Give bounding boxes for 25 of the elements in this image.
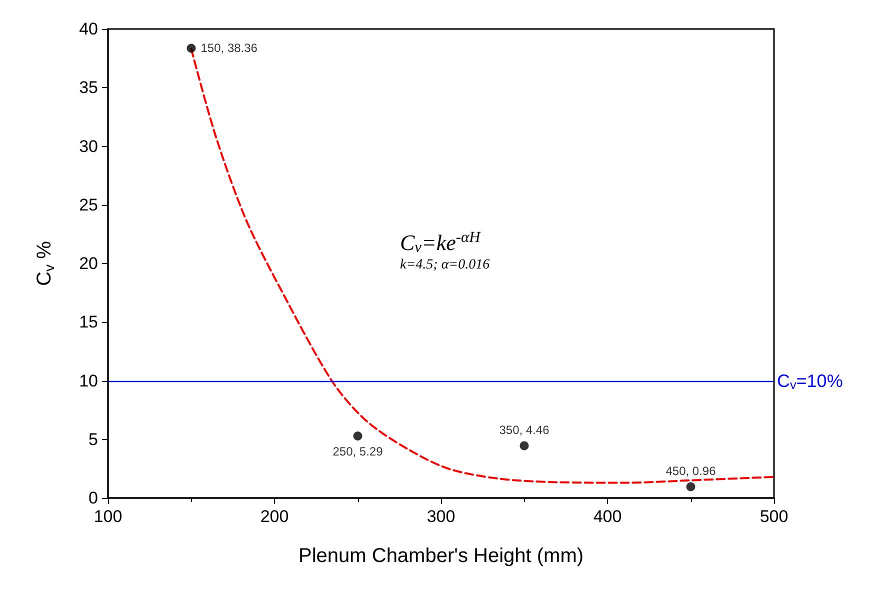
y-tick-label: 25 bbox=[79, 195, 98, 214]
y-tick-label: 20 bbox=[79, 254, 98, 273]
data-label: 150, 38.36 bbox=[200, 41, 258, 56]
data-label: 350, 4.46 bbox=[499, 423, 550, 438]
point bbox=[520, 441, 529, 450]
y-tick-label: 30 bbox=[79, 136, 98, 156]
x-tick-label: 100 bbox=[94, 507, 122, 526]
y-tick-label: 0 bbox=[88, 488, 98, 508]
data-label: 250, 5.29 bbox=[332, 444, 384, 458]
x-tick-label: 200 bbox=[260, 507, 289, 526]
x-axis-title: Plenum Chamber's Height (mm) bbox=[298, 545, 584, 567]
y-tick-label: 40 bbox=[79, 20, 98, 38]
x-tick-label: 400 bbox=[593, 507, 622, 526]
x-tick-label: 500 bbox=[760, 507, 788, 526]
point bbox=[353, 431, 362, 440]
x-tick-label: 300 bbox=[426, 507, 456, 526]
y-tick-label: 5 bbox=[88, 430, 98, 449]
y-tick-label: 10 bbox=[79, 371, 98, 390]
y-axis-title: Cv % bbox=[34, 240, 57, 286]
data-label: 450, 0.96 bbox=[666, 464, 716, 478]
y-tick-label: 15 bbox=[79, 312, 98, 332]
point bbox=[186, 44, 196, 53]
annotation: k=4.5; α=0.016 bbox=[400, 258, 490, 272]
point bbox=[686, 482, 696, 492]
y-tick-label: 35 bbox=[79, 78, 98, 98]
